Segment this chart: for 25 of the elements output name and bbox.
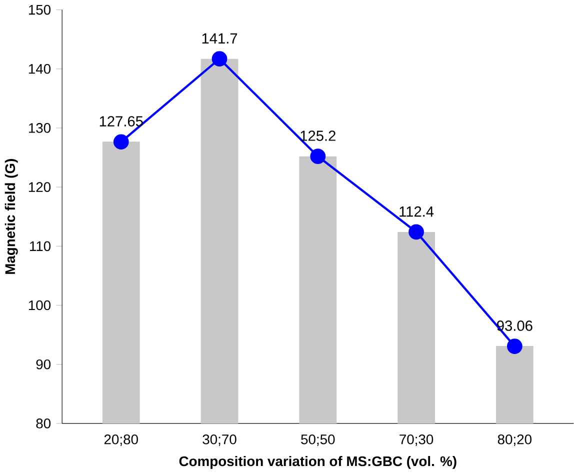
x-tick-label: 70;30: [400, 434, 434, 446]
y-tick-label: 100: [28, 300, 51, 310]
x-tick-label: 50;50: [301, 434, 335, 446]
x-tick-label: 20;80: [104, 434, 138, 446]
data-label: 112.4: [400, 206, 434, 217]
point: [408, 224, 424, 240]
data-label: 125.2: [300, 130, 336, 142]
y-tick-label: 120: [28, 182, 51, 192]
y-tick-label: 140: [28, 64, 51, 74]
data-label: 141.7: [202, 33, 238, 44]
x-tick-label: 30;70: [202, 434, 236, 446]
data-label: 93.06: [497, 320, 532, 331]
y-axis-title: Magnetic field (G): [4, 159, 18, 274]
y-tick-label: 80: [36, 418, 51, 428]
y-tick-label: 150: [28, 4, 51, 15]
point: [212, 51, 228, 67]
y-tick-label: 110: [30, 241, 51, 252]
point: [113, 134, 129, 150]
data-label: 127.65: [100, 116, 143, 127]
point: [310, 148, 326, 164]
x-tick-label: 80;20: [498, 434, 532, 446]
y-tick-label: 130: [28, 123, 51, 133]
x-axis-title: Composition variation of MS:GBC (vol. %): [179, 456, 456, 470]
y-tick-label: 90: [36, 360, 51, 370]
point: [506, 338, 522, 354]
